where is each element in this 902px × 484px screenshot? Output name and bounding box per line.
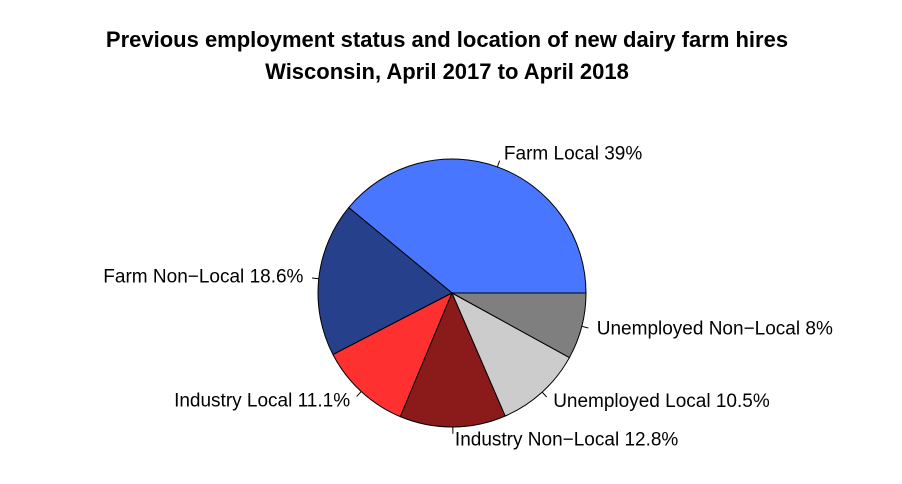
slice-category: Farm Local: [504, 143, 599, 164]
label-leader: [496, 160, 501, 168]
label-leader: [541, 391, 548, 398]
slice-value-label: 8%: [805, 319, 833, 340]
slice-value-label: 11.1%: [298, 390, 351, 411]
pie-slice: [451, 292, 587, 359]
slice-value-label: 12.8%: [624, 429, 678, 450]
slice-category: Farm Non−Local: [103, 266, 244, 287]
slice-label: Unemployed Local 10.5%: [553, 391, 770, 412]
chart-title: Previous employment status and location …: [106, 27, 788, 52]
label-leader: [356, 391, 362, 397]
pie-slice: [348, 158, 587, 294]
pie-slice: [332, 291, 453, 418]
pie-slice: [399, 291, 506, 428]
slice-value-label: 18.6%: [250, 266, 304, 287]
slice-category: Industry Local: [174, 390, 292, 411]
slice-value-label: 10.5%: [716, 391, 770, 412]
pie-slice: [317, 206, 453, 356]
pie-slice: [450, 291, 571, 417]
chart-subtitle: Wisconsin, April 2017 to April 2018: [265, 59, 629, 84]
slice-category: Industry Non−Local: [455, 429, 619, 450]
slice-category: Unemployed Local: [553, 391, 710, 412]
slice-label: Unemployed Non−Local 8%: [597, 319, 833, 340]
label-leader: [581, 325, 589, 329]
slice-label: Industry Non−Local 12.8%: [455, 429, 679, 450]
label-leader: [312, 277, 319, 280]
slice-value-label: 39%: [604, 143, 642, 164]
slice-label: Farm Non−Local 18.6%: [103, 266, 303, 287]
slice-category: Unemployed Non−Local: [597, 319, 800, 340]
slice-label: Industry Local 11.1%: [174, 390, 350, 411]
slice-label: Farm Local 39%: [504, 143, 642, 164]
